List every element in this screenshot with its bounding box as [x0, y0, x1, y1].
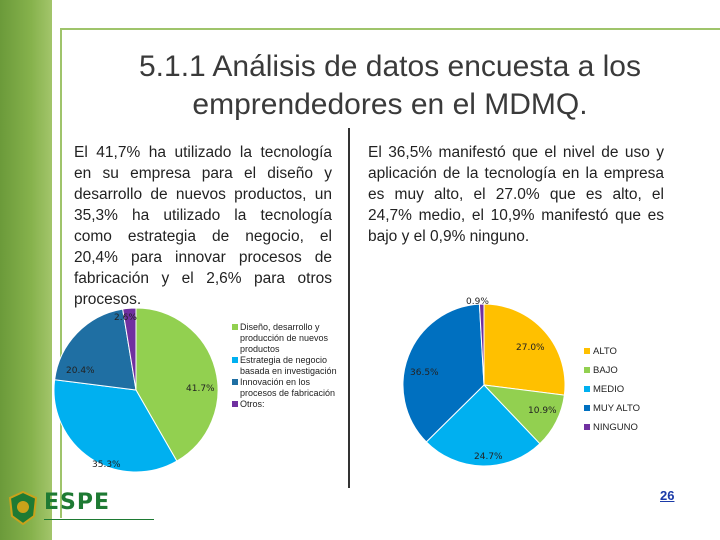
legend-swatch: [232, 324, 238, 330]
legend-swatch: [232, 401, 238, 407]
legend-swatch: [232, 379, 238, 385]
crest-icon: [8, 490, 38, 526]
legend-label: MUY ALTO: [593, 403, 640, 414]
pie1-legend: Diseño, desarrollo y producción de nuevo…: [232, 322, 342, 410]
left-paragraph: El 41,7% ha utilizado la tecnología en s…: [74, 144, 332, 308]
pie2-label-bajo: 10.9%: [528, 406, 557, 416]
logo-wordmark: ESPE: [44, 490, 111, 515]
legend-label: NINGUNO: [593, 422, 638, 433]
legend-label: Otros:: [240, 399, 265, 409]
pie2-label-ninguno: 0.9%: [466, 297, 489, 307]
legend-swatch: [584, 386, 590, 392]
pie2-label-muy-alto: 36.5%: [410, 368, 439, 378]
column-divider: [348, 128, 350, 488]
legend-label: MEDIO: [593, 384, 625, 395]
pie1-legend-item: Estrategia de negocio basada en investig…: [232, 355, 342, 377]
legend-swatch: [584, 405, 590, 411]
frame-line-vertical: [60, 28, 62, 518]
pie2-label-alto: 27.0%: [516, 343, 545, 353]
logo-underline: [44, 519, 154, 526]
legend-swatch: [232, 357, 238, 363]
pie1-slice-3: [122, 307, 137, 391]
legend-label: BAJO: [593, 365, 618, 376]
pie1-slice-1: [53, 379, 178, 473]
pie2-slice-3: [402, 303, 485, 443]
pie2-slice-4: [478, 303, 485, 386]
slide-left-bar: [0, 0, 52, 540]
title-line-1: 5.1.1 Análisis de datos encuesta a los: [138, 50, 641, 83]
pie2-legend: ALTO BAJO MEDIO MUY ALTO NINGUNO: [584, 346, 640, 441]
pie1-label-innovacion: 20.4%: [66, 366, 95, 376]
legend-label: Innovación en los procesos de fabricació…: [240, 377, 336, 398]
legend-label: Estrategia de negocio basada en investig…: [240, 355, 337, 376]
frame-line-horizontal: [60, 28, 720, 30]
pie2-legend-item: MUY ALTO: [584, 403, 640, 422]
slide-title: 5.1.1 Análisis de datos encuesta a los e…: [70, 48, 710, 124]
page-number-link[interactable]: 26: [660, 488, 675, 503]
pie2-legend-item: MEDIO: [584, 384, 640, 403]
pie1-legend-item: Innovación en los procesos de fabricació…: [232, 377, 342, 399]
pie1-slice-2: [54, 308, 137, 391]
pie2-label-medio: 24.7%: [474, 452, 503, 462]
legend-swatch: [584, 424, 590, 430]
pie1-legend-item: Otros:: [232, 399, 342, 410]
legend-swatch: [584, 367, 590, 373]
right-paragraph: El 36,5% manifestó que el nivel de uso y…: [368, 144, 664, 245]
legend-label: Diseño, desarrollo y producción de nuevo…: [240, 322, 329, 354]
legend-swatch: [584, 348, 590, 354]
pie2-legend-item: ALTO: [584, 346, 640, 365]
pie2-slice-0: [483, 303, 566, 396]
pie2-legend-item: BAJO: [584, 365, 640, 384]
pie1-legend-item: Diseño, desarrollo y producción de nuevo…: [232, 322, 342, 355]
title-line-2: emprendedores en el MDMQ.: [192, 88, 588, 121]
pie2-slice-2: [425, 384, 541, 467]
espe-logo: ESPE: [8, 490, 158, 530]
legend-label: ALTO: [593, 346, 617, 357]
pie1-label-diseno: 41.7%: [186, 384, 215, 394]
pie1-slice-0: [135, 307, 219, 462]
pie2-legend-item: NINGUNO: [584, 422, 640, 441]
pie1-label-otros: 2.6%: [114, 313, 137, 323]
pie1-label-estrategia: 35.3%: [92, 460, 121, 470]
